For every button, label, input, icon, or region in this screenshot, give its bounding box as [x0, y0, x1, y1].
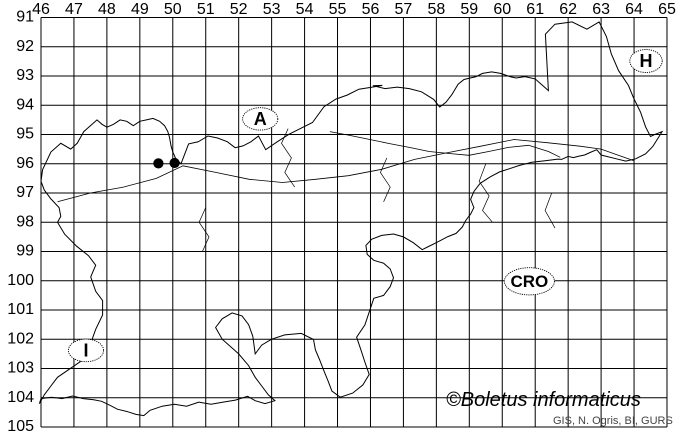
svg-text:58: 58 — [427, 1, 445, 18]
svg-text:©Boletus informaticus: ©Boletus informaticus — [446, 389, 641, 411]
svg-text:54: 54 — [296, 1, 314, 18]
svg-text:50: 50 — [164, 1, 182, 18]
svg-text:59: 59 — [460, 1, 478, 18]
svg-text:57: 57 — [395, 1, 413, 18]
svg-text:55: 55 — [329, 1, 347, 18]
svg-text:49: 49 — [131, 1, 149, 18]
svg-text:65: 65 — [658, 1, 676, 18]
svg-text:95: 95 — [16, 126, 34, 143]
svg-text:63: 63 — [592, 1, 610, 18]
svg-text:H: H — [640, 51, 653, 71]
svg-text:61: 61 — [526, 1, 544, 18]
svg-text:102: 102 — [7, 330, 34, 347]
svg-text:96: 96 — [16, 155, 34, 172]
svg-text:I: I — [83, 340, 88, 360]
svg-text:98: 98 — [16, 213, 34, 230]
svg-text:53: 53 — [263, 1, 281, 18]
svg-text:GIS, N. Ogris, BI, GURS: GIS, N. Ogris, BI, GURS — [553, 415, 673, 427]
svg-text:101: 101 — [7, 301, 34, 318]
svg-text:62: 62 — [559, 1, 577, 18]
svg-text:52: 52 — [230, 1, 248, 18]
svg-text:46: 46 — [32, 1, 50, 18]
svg-text:93: 93 — [16, 67, 34, 84]
svg-text:94: 94 — [16, 96, 34, 113]
svg-text:104: 104 — [7, 389, 34, 406]
svg-text:103: 103 — [7, 360, 34, 377]
svg-text:56: 56 — [362, 1, 380, 18]
svg-text:97: 97 — [16, 184, 34, 201]
svg-text:91: 91 — [16, 9, 34, 26]
svg-text:51: 51 — [197, 1, 215, 18]
svg-text:100: 100 — [7, 272, 34, 289]
svg-text:CRO: CRO — [511, 272, 549, 291]
svg-text:92: 92 — [16, 38, 34, 55]
svg-text:A: A — [254, 109, 267, 129]
svg-text:48: 48 — [98, 1, 116, 18]
svg-text:47: 47 — [65, 1, 83, 18]
svg-text:105: 105 — [7, 418, 34, 435]
svg-text:64: 64 — [625, 1, 643, 18]
svg-text:60: 60 — [493, 1, 511, 18]
svg-text:99: 99 — [16, 243, 34, 260]
